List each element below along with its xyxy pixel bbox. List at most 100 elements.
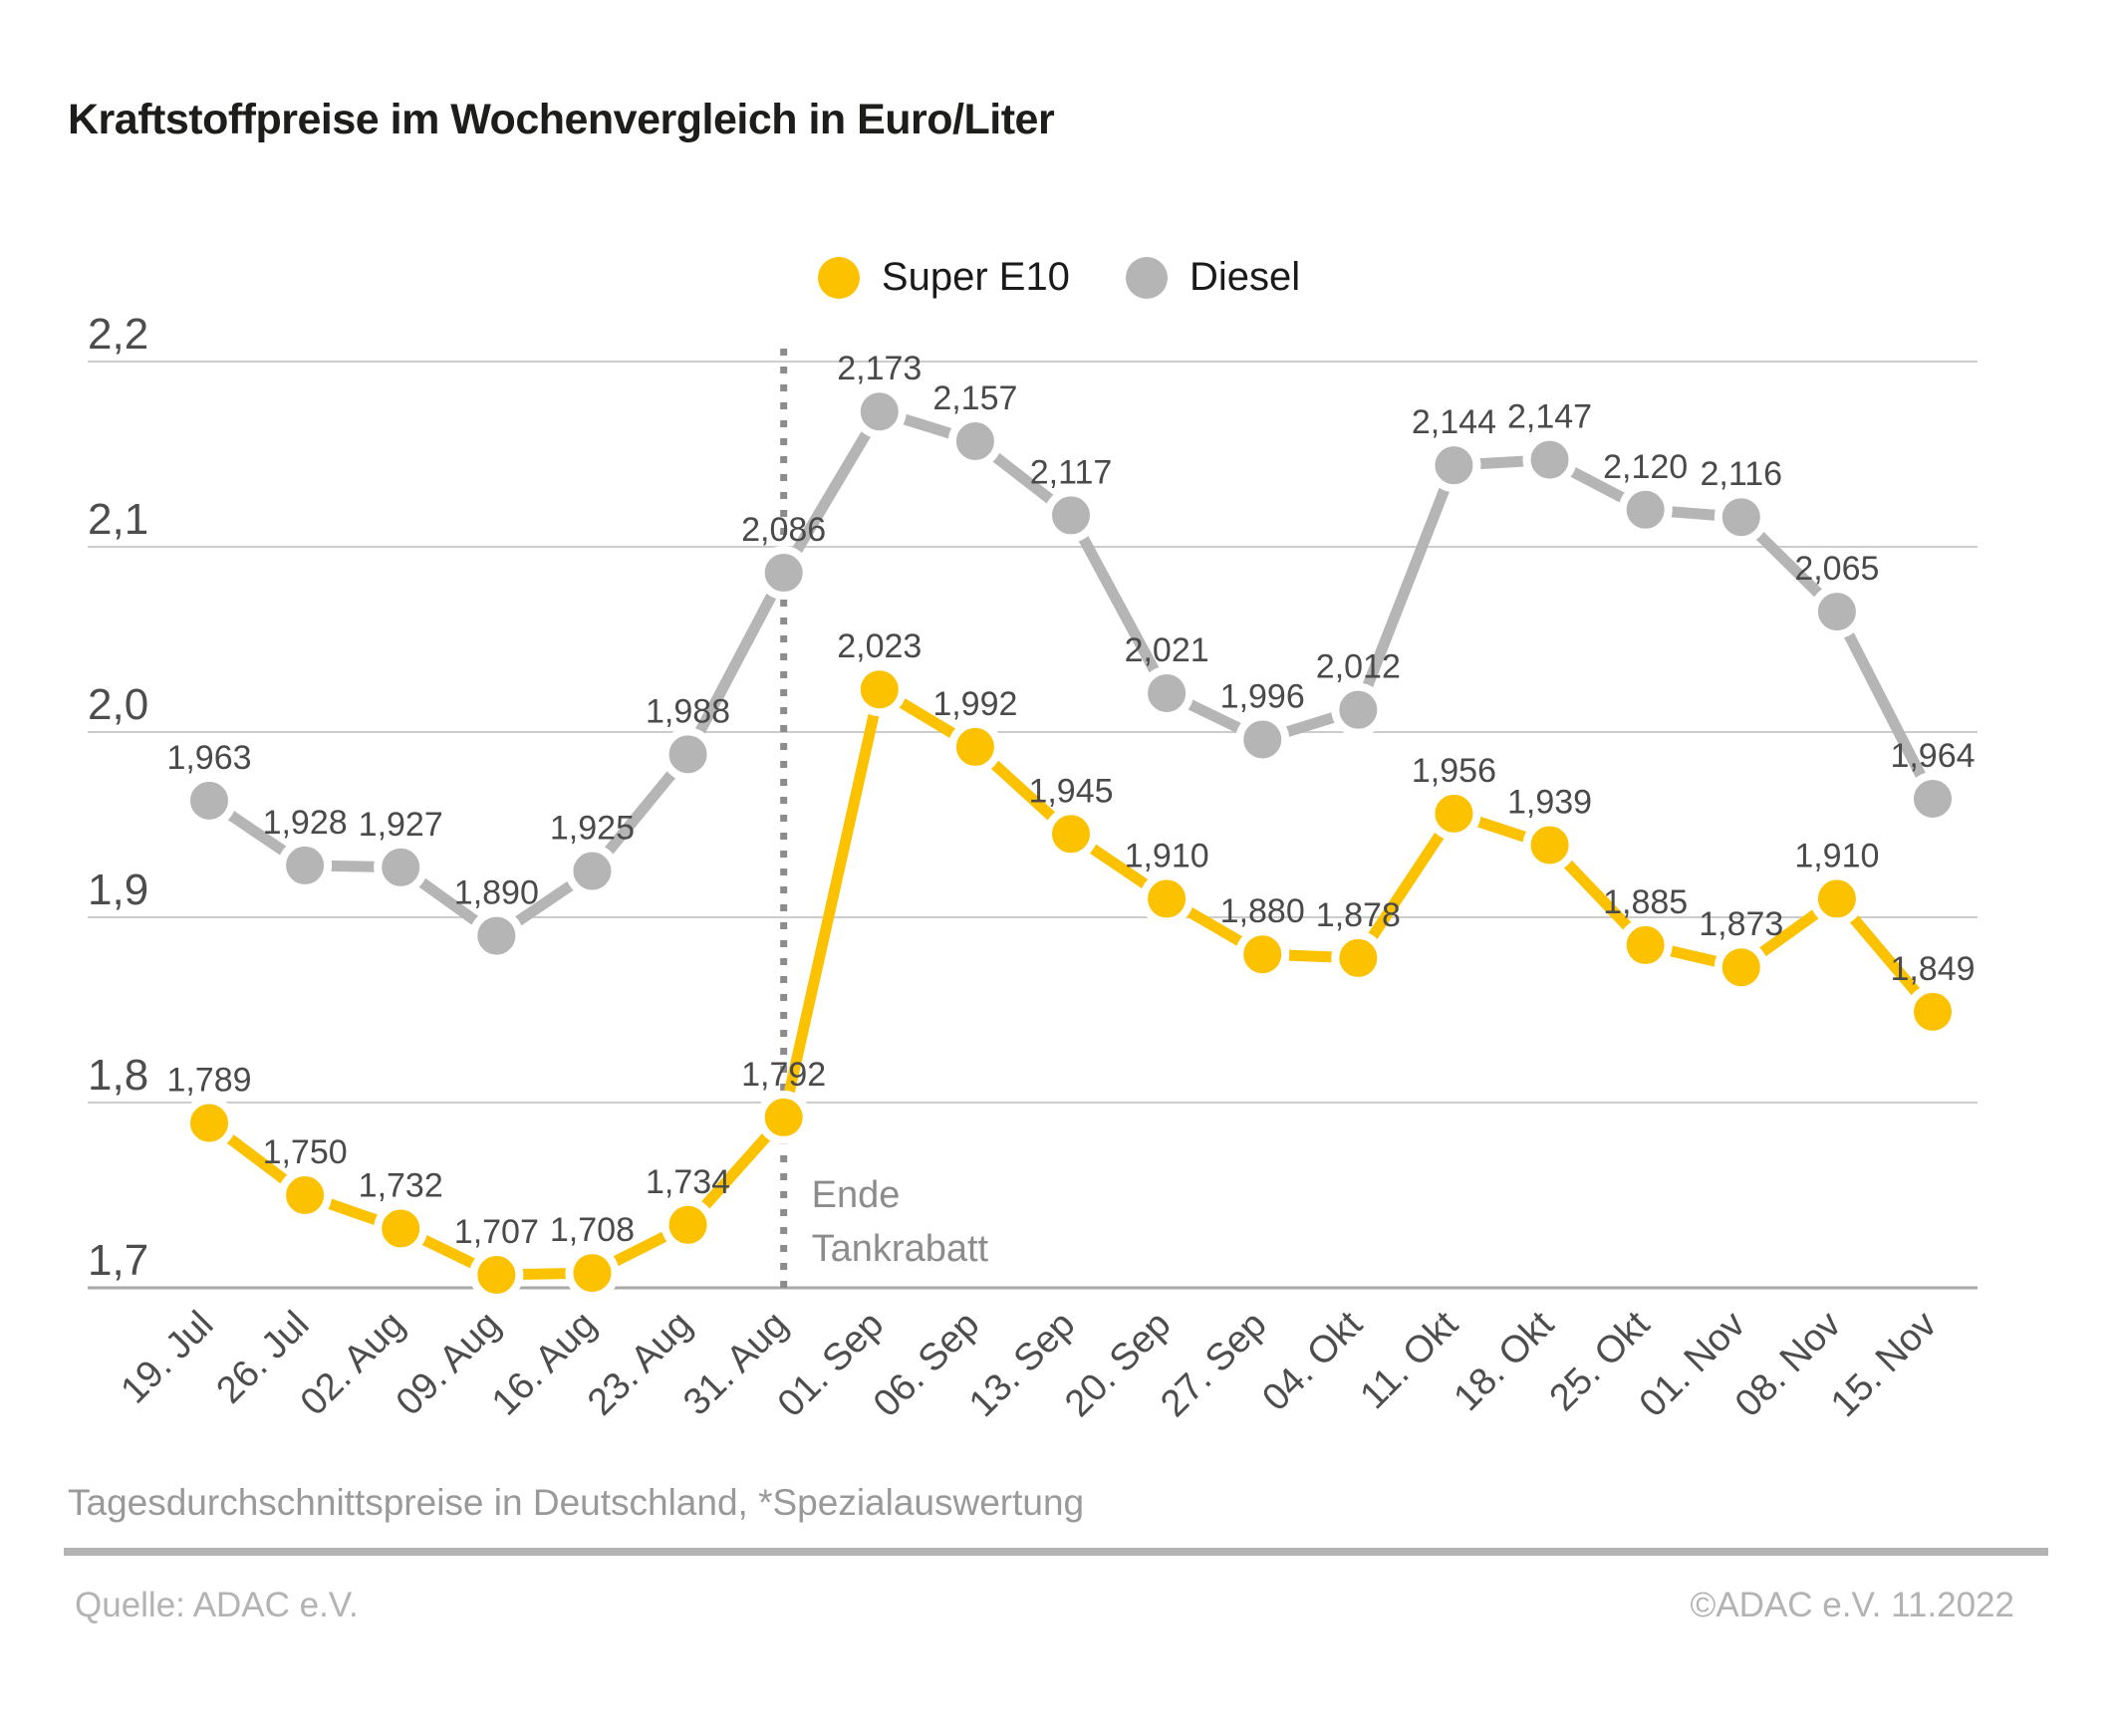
data-label-diesel: 2,116 bbox=[1700, 455, 1782, 493]
data-point-super-e10 bbox=[1618, 917, 1673, 972]
data-label-diesel: 1,928 bbox=[263, 804, 348, 842]
series-line-diesel bbox=[1831, 609, 1938, 802]
data-label-super-e10: 1,750 bbox=[263, 1133, 348, 1171]
data-point-diesel bbox=[182, 773, 236, 828]
x-axis-label: 11. Okt bbox=[1352, 1303, 1466, 1417]
data-label-super-e10: 1,734 bbox=[646, 1163, 730, 1201]
data-point-diesel bbox=[374, 840, 428, 894]
x-axis-label: 16. Aug bbox=[484, 1304, 605, 1424]
data-label-diesel: 2,012 bbox=[1316, 648, 1401, 686]
data-point-super-e10 bbox=[1522, 818, 1577, 872]
x-axis-label: 15. Nov bbox=[1823, 1304, 1945, 1425]
x-axis-label: 18. Okt bbox=[1447, 1303, 1563, 1419]
series-line-super-e10 bbox=[778, 688, 886, 1119]
copyright-credit: ©ADAC e.V. 11.2022 bbox=[1690, 1586, 2014, 1624]
x-axis-label: 19. Jul bbox=[113, 1304, 221, 1412]
data-point-diesel bbox=[947, 413, 1002, 468]
data-label-diesel: 1,996 bbox=[1220, 677, 1305, 715]
y-axis-label: 2,1 bbox=[88, 495, 148, 544]
data-label-super-e10: 1,910 bbox=[1125, 837, 1209, 874]
data-point-super-e10 bbox=[565, 1246, 620, 1301]
data-label-super-e10: 1,849 bbox=[1890, 950, 1975, 988]
data-point-diesel bbox=[469, 908, 524, 963]
series-line-diesel bbox=[1353, 463, 1459, 712]
data-point-diesel bbox=[756, 546, 811, 601]
data-point-super-e10 bbox=[661, 1197, 715, 1252]
data-point-super-e10 bbox=[1140, 871, 1194, 926]
series-line-diesel bbox=[682, 570, 789, 757]
data-label-super-e10: 1,956 bbox=[1412, 752, 1496, 790]
data-point-super-e10 bbox=[1235, 927, 1290, 982]
y-axis-label: 2,2 bbox=[88, 310, 148, 359]
data-label-diesel: 2,117 bbox=[1030, 453, 1113, 491]
data-label-diesel: 1,964 bbox=[1890, 737, 1975, 775]
data-label-super-e10: 1,707 bbox=[454, 1213, 539, 1251]
data-label-diesel: 1,890 bbox=[454, 874, 539, 912]
x-axis-label: 04. Okt bbox=[1254, 1303, 1371, 1419]
super-e10-dot-icon bbox=[817, 256, 860, 299]
data-label-diesel: 2,144 bbox=[1412, 403, 1496, 441]
x-axis-label: 01. Nov bbox=[1632, 1304, 1753, 1425]
data-point-diesel bbox=[852, 384, 907, 439]
data-point-diesel bbox=[1427, 438, 1481, 493]
data-label-diesel: 2,021 bbox=[1125, 631, 1209, 669]
data-point-diesel bbox=[1618, 482, 1673, 537]
x-axis-label: 08. Nov bbox=[1727, 1304, 1849, 1425]
x-axis-label: 01. Sep bbox=[770, 1304, 892, 1425]
data-point-diesel bbox=[1522, 432, 1577, 487]
data-label-diesel: 2,157 bbox=[932, 379, 1017, 417]
data-label-super-e10: 2,023 bbox=[837, 627, 922, 665]
x-axis-label: 20. Sep bbox=[1057, 1304, 1179, 1425]
tankrabatt-annotation: Tankrabatt bbox=[812, 1228, 989, 1270]
legend-item-super-e10: Super E10 bbox=[817, 255, 1070, 300]
data-label-diesel: 1,988 bbox=[646, 692, 730, 730]
tankrabatt-annotation: Ende bbox=[812, 1174, 901, 1216]
data-point-super-e10 bbox=[1427, 786, 1481, 841]
legend-label-super-e10: Super E10 bbox=[881, 255, 1070, 299]
series-line-diesel bbox=[1066, 512, 1172, 696]
data-point-super-e10 bbox=[278, 1168, 333, 1222]
y-axis-label: 2,0 bbox=[88, 680, 148, 729]
data-label-super-e10: 1,880 bbox=[1220, 892, 1305, 930]
legend: Super E10 Diesel bbox=[0, 255, 2118, 300]
data-point-super-e10 bbox=[756, 1090, 811, 1144]
x-axis-label: 13. Sep bbox=[961, 1304, 1083, 1425]
x-axis-label: 31. Aug bbox=[675, 1304, 796, 1424]
data-point-diesel bbox=[1235, 712, 1290, 767]
data-point-super-e10 bbox=[852, 662, 907, 717]
data-label-super-e10: 1,939 bbox=[1507, 783, 1592, 821]
data-label-super-e10: 1,873 bbox=[1699, 905, 1783, 943]
data-point-diesel bbox=[1331, 682, 1386, 737]
data-point-super-e10 bbox=[469, 1247, 524, 1302]
data-point-diesel bbox=[278, 838, 333, 892]
data-point-super-e10 bbox=[947, 719, 1002, 774]
data-label-super-e10: 1,878 bbox=[1316, 896, 1401, 934]
data-point-super-e10 bbox=[1809, 871, 1864, 926]
data-label-super-e10: 1,910 bbox=[1794, 837, 1879, 874]
data-point-diesel bbox=[1714, 490, 1768, 545]
data-label-diesel: 1,927 bbox=[359, 806, 443, 844]
x-axis-label: 27. Sep bbox=[1153, 1304, 1274, 1425]
x-axis-label: 09. Aug bbox=[389, 1304, 509, 1424]
source-credit: Quelle: ADAC e.V. bbox=[75, 1586, 359, 1624]
data-label-diesel: 1,963 bbox=[166, 739, 251, 777]
data-label-super-e10: 1,732 bbox=[359, 1166, 443, 1204]
data-point-super-e10 bbox=[374, 1201, 428, 1256]
data-label-super-e10: 1,992 bbox=[932, 685, 1017, 723]
data-label-super-e10: 1,885 bbox=[1603, 883, 1688, 921]
data-label-diesel: 2,173 bbox=[837, 350, 922, 387]
data-label-diesel: 1,925 bbox=[550, 810, 635, 848]
data-point-diesel bbox=[1140, 665, 1194, 720]
page-title: Kraftstoffpreise im Wochenvergleich in E… bbox=[68, 96, 1055, 143]
footer-divider bbox=[64, 1548, 2048, 1556]
data-point-super-e10 bbox=[182, 1096, 236, 1150]
series-line-super-e10 bbox=[1353, 810, 1459, 961]
data-point-diesel bbox=[1044, 488, 1098, 543]
x-axis-label: 06. Sep bbox=[866, 1304, 987, 1425]
x-axis-label: 23. Aug bbox=[580, 1304, 700, 1424]
data-label-super-e10: 1,708 bbox=[550, 1211, 635, 1249]
data-point-diesel bbox=[1906, 771, 1960, 826]
data-point-super-e10 bbox=[1714, 940, 1768, 995]
